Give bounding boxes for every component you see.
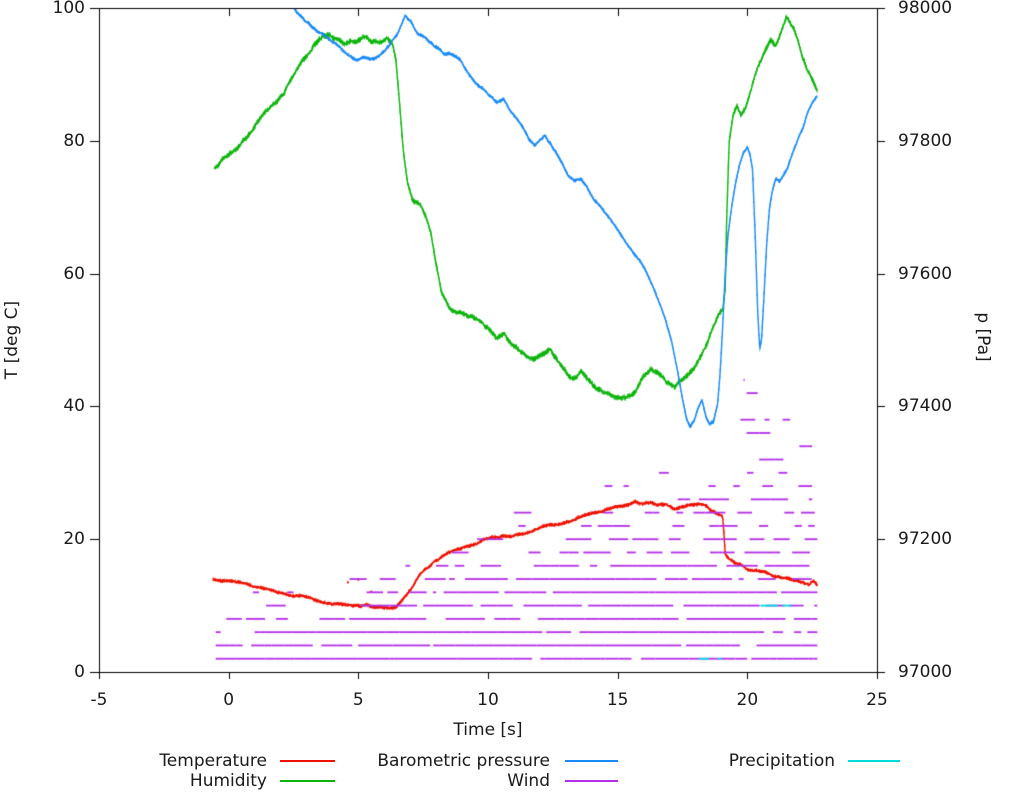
y-right-tick-label: 97400 bbox=[898, 396, 953, 417]
x-tick-label: 20 bbox=[736, 690, 759, 710]
y-right-tick-label: 98000 bbox=[898, 0, 953, 18]
legend-swatch-humidity bbox=[280, 780, 335, 782]
y-left-tick-label: 100 bbox=[52, 0, 85, 18]
legend-swatch-precipitation bbox=[848, 760, 900, 762]
x-tick-label: 15 bbox=[606, 690, 629, 710]
x-tick-label: 0 bbox=[223, 690, 235, 710]
legend-label-barometric-pressure: Barometric pressure bbox=[377, 751, 550, 771]
y-right-tick-label: 97200 bbox=[898, 529, 953, 550]
y-left-tick-label: 80 bbox=[63, 130, 85, 151]
legend-label-precipitation: Precipitation bbox=[728, 751, 835, 771]
y-right-tick-label: 97000 bbox=[898, 662, 953, 682]
x-axis-title: Time [s] bbox=[453, 720, 523, 740]
legend-label-humidity: Humidity bbox=[189, 771, 267, 791]
y-left-tick-label: 0 bbox=[74, 662, 85, 682]
y-right-tick-label: 97800 bbox=[898, 130, 953, 151]
left-axis-title: T [deg C] bbox=[2, 300, 22, 380]
y-left-tick-label: 40 bbox=[63, 396, 85, 417]
legend-swatch-barometric-pressure bbox=[565, 760, 618, 762]
right-axis-title: p [Pa] bbox=[973, 312, 993, 362]
legend-swatch-wind bbox=[565, 780, 618, 782]
y-left-tick-label: 20 bbox=[63, 529, 85, 550]
x-tick-label: -5 bbox=[90, 690, 108, 710]
y-right-tick-label: 97600 bbox=[898, 263, 953, 284]
legend-swatch-temperature bbox=[280, 760, 335, 762]
x-tick-label: 25 bbox=[866, 690, 888, 710]
legend-label-temperature: Temperature bbox=[159, 751, 267, 771]
x-tick-label: 5 bbox=[352, 690, 364, 710]
y-left-tick-label: 60 bbox=[63, 263, 85, 284]
legend-label-wind: Wind bbox=[507, 771, 550, 791]
x-tick-label: 10 bbox=[477, 690, 499, 710]
